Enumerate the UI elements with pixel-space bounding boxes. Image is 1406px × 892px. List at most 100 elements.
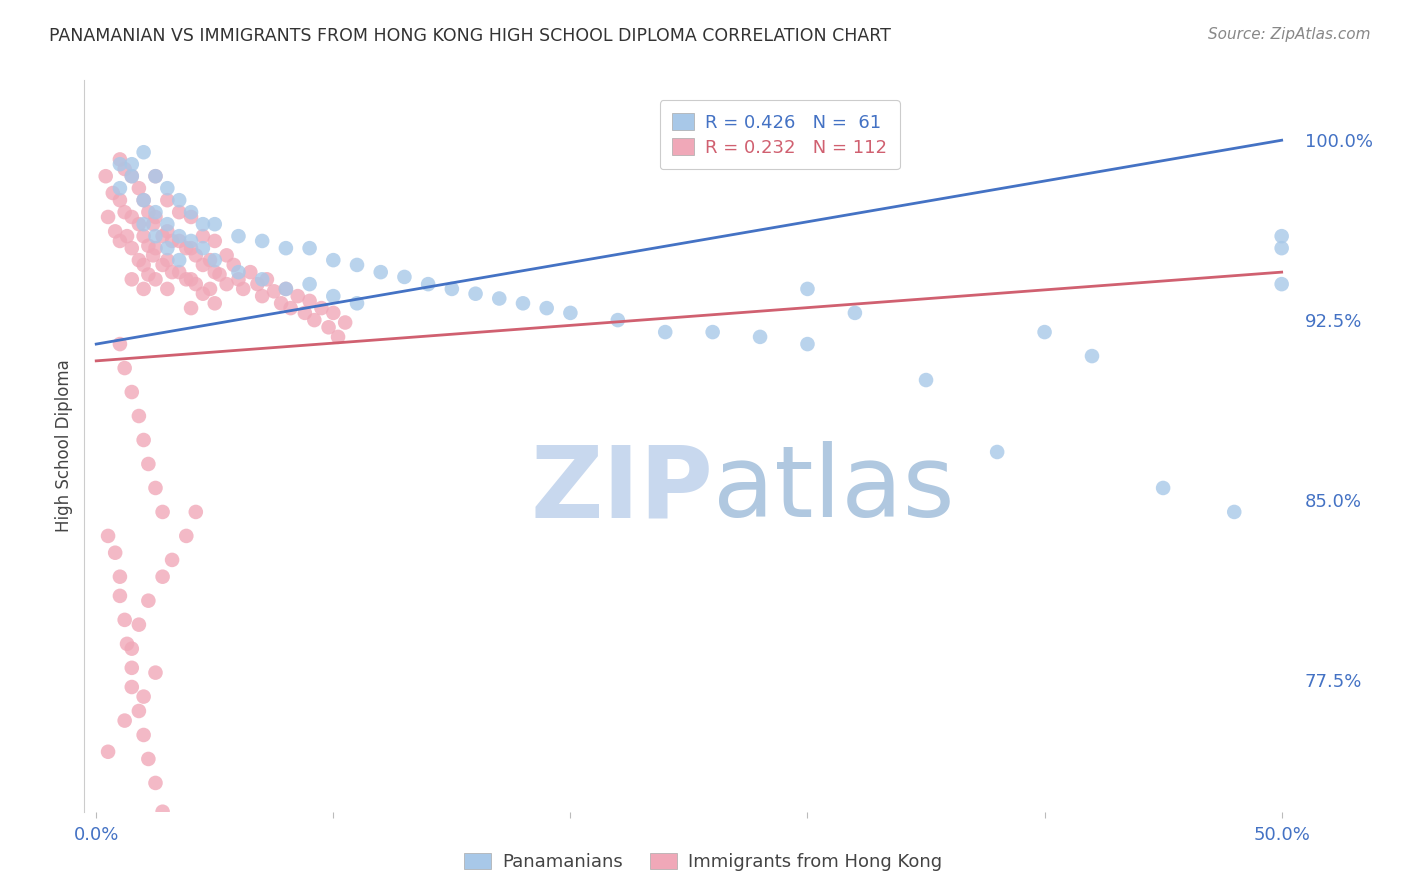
Point	[228, 229, 250, 244]
Point	[142, 248, 165, 262]
Point	[152, 505, 174, 519]
Point	[322, 253, 344, 268]
Point	[418, 277, 440, 292]
Point	[114, 161, 136, 176]
Point	[138, 593, 160, 607]
Point	[167, 265, 190, 279]
Point	[191, 258, 214, 272]
Point	[204, 234, 226, 248]
Point	[132, 690, 155, 704]
Point	[256, 272, 278, 286]
Point	[138, 239, 160, 253]
Legend: Panamanians, Immigrants from Hong Kong: Panamanians, Immigrants from Hong Kong	[457, 846, 949, 879]
Point	[101, 186, 124, 200]
Point	[287, 289, 309, 303]
Point	[145, 776, 167, 790]
Point	[394, 269, 416, 284]
Point	[176, 529, 198, 543]
Point	[121, 385, 143, 400]
Point	[346, 258, 368, 272]
Point	[180, 301, 202, 315]
Point	[138, 268, 160, 282]
Point	[298, 277, 321, 292]
Point	[280, 301, 302, 315]
Point	[208, 268, 231, 282]
Point	[333, 316, 356, 330]
Point	[198, 282, 221, 296]
Point	[145, 241, 167, 255]
Point	[108, 153, 131, 167]
Point	[156, 241, 179, 255]
Point	[152, 229, 174, 244]
Point	[464, 286, 486, 301]
Point	[167, 253, 190, 268]
Point	[132, 258, 155, 272]
Point	[204, 296, 226, 310]
Point	[128, 217, 150, 231]
Point	[156, 282, 179, 296]
Point	[128, 704, 150, 718]
Point	[180, 210, 202, 224]
Point	[1152, 481, 1174, 495]
Point	[1033, 325, 1056, 339]
Point	[844, 306, 866, 320]
Point	[104, 546, 127, 560]
Point	[132, 145, 155, 160]
Point	[167, 229, 190, 244]
Point	[250, 234, 273, 248]
Point	[108, 234, 131, 248]
Point	[311, 301, 333, 315]
Point	[145, 169, 167, 184]
Point	[654, 325, 676, 339]
Point	[145, 169, 167, 184]
Point	[132, 229, 155, 244]
Point	[132, 193, 155, 207]
Point	[156, 193, 179, 207]
Point	[204, 217, 226, 231]
Point	[184, 277, 207, 292]
Point	[108, 157, 131, 171]
Point	[270, 296, 292, 310]
Point	[191, 229, 214, 244]
Point	[228, 265, 250, 279]
Point	[180, 205, 202, 219]
Point	[167, 205, 190, 219]
Point	[536, 301, 558, 315]
Text: atlas: atlas	[713, 442, 955, 539]
Point	[915, 373, 938, 387]
Point	[322, 289, 344, 303]
Point	[796, 282, 818, 296]
Point	[204, 265, 226, 279]
Point	[97, 529, 120, 543]
Point	[108, 181, 131, 195]
Point	[298, 241, 321, 255]
Point	[180, 234, 202, 248]
Point	[796, 337, 818, 351]
Point	[114, 205, 136, 219]
Point	[232, 282, 254, 296]
Point	[108, 589, 131, 603]
Point	[326, 330, 349, 344]
Text: PANAMANIAN VS IMMIGRANTS FROM HONG KONG HIGH SCHOOL DIPLOMA CORRELATION CHART: PANAMANIAN VS IMMIGRANTS FROM HONG KONG …	[49, 27, 891, 45]
Point	[749, 330, 772, 344]
Legend: R = 0.426   N =  61, R = 0.232   N = 112: R = 0.426 N = 61, R = 0.232 N = 112	[659, 100, 900, 169]
Point	[322, 306, 344, 320]
Point	[115, 229, 138, 244]
Point	[132, 433, 155, 447]
Point	[108, 193, 131, 207]
Point	[304, 313, 326, 327]
Point	[156, 217, 179, 231]
Point	[606, 313, 628, 327]
Point	[97, 210, 120, 224]
Point	[115, 637, 138, 651]
Point	[132, 728, 155, 742]
Point	[160, 265, 183, 279]
Point	[128, 617, 150, 632]
Point	[1223, 505, 1246, 519]
Point	[246, 277, 269, 292]
Point	[176, 272, 198, 286]
Text: Source: ZipAtlas.com: Source: ZipAtlas.com	[1208, 27, 1371, 42]
Point	[167, 193, 190, 207]
Point	[1271, 277, 1294, 292]
Point	[138, 205, 160, 219]
